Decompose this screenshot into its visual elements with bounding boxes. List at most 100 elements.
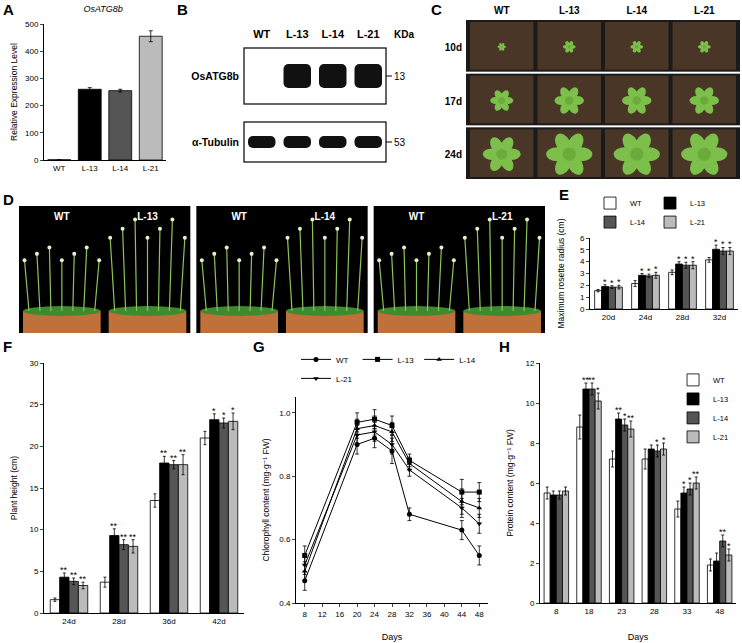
svg-text:28d: 28d <box>676 313 689 322</box>
svg-text:**: ** <box>60 565 68 575</box>
svg-text:*: * <box>688 475 692 485</box>
svg-text:30: 30 <box>29 359 38 368</box>
svg-text:1: 1 <box>580 293 585 302</box>
svg-text:KDa: KDa <box>394 29 414 40</box>
svg-text:2: 2 <box>530 559 535 568</box>
svg-text:10d: 10d <box>445 42 462 53</box>
svg-text:WT: WT <box>53 164 66 173</box>
svg-text:36: 36 <box>422 610 431 619</box>
svg-text:2: 2 <box>580 281 585 290</box>
svg-text:32d: 32d <box>713 313 726 322</box>
svg-text:200: 200 <box>25 101 39 110</box>
svg-text:0: 0 <box>34 609 39 618</box>
svg-text:L-21: L-21 <box>357 28 380 40</box>
svg-text:20: 20 <box>29 442 38 451</box>
svg-text:23: 23 <box>617 607 626 616</box>
svg-text:**: ** <box>179 447 187 457</box>
svg-text:**: ** <box>627 413 635 423</box>
svg-text:**: ** <box>582 375 590 385</box>
svg-text:WT: WT <box>54 211 70 222</box>
svg-text:12: 12 <box>318 610 327 619</box>
svg-text:5: 5 <box>580 246 585 255</box>
svg-text:25: 25 <box>29 400 38 409</box>
svg-text:*: * <box>617 277 621 287</box>
svg-text:100: 100 <box>25 129 39 138</box>
svg-text:**: ** <box>719 527 727 537</box>
svg-text:L-14: L-14 <box>321 28 345 40</box>
svg-text:28d: 28d <box>112 617 125 626</box>
svg-text:5: 5 <box>34 567 39 576</box>
svg-text:*: * <box>647 266 651 276</box>
svg-text:400: 400 <box>25 47 39 56</box>
svg-text:42d: 42d <box>212 617 225 626</box>
svg-text:L-13: L-13 <box>690 199 705 208</box>
svg-text:36d: 36d <box>162 617 175 626</box>
svg-text:L-14: L-14 <box>713 414 728 423</box>
svg-text:*: * <box>623 411 627 421</box>
svg-text:10: 10 <box>525 399 534 408</box>
svg-text:α-Tubulin: α-Tubulin <box>192 136 239 148</box>
svg-text:*: * <box>610 278 614 288</box>
svg-text:**: ** <box>70 570 78 580</box>
svg-text:L-13: L-13 <box>559 5 580 16</box>
svg-text:Days: Days <box>382 632 403 642</box>
svg-text:8: 8 <box>554 607 559 616</box>
svg-text:20: 20 <box>353 610 362 619</box>
svg-text:*: * <box>231 405 235 415</box>
svg-text:L-14: L-14 <box>630 218 645 227</box>
svg-text:WT: WT <box>253 28 270 40</box>
svg-text:6: 6 <box>580 234 585 243</box>
svg-text:32: 32 <box>405 610 414 619</box>
svg-text:*: * <box>603 277 607 287</box>
svg-text:*: * <box>714 237 718 247</box>
svg-text:24: 24 <box>370 610 379 619</box>
svg-text:40: 40 <box>440 610 449 619</box>
svg-text:0.6: 0.6 <box>279 535 291 544</box>
svg-text:6: 6 <box>530 479 535 488</box>
svg-text:L-13: L-13 <box>82 164 99 173</box>
svg-text:Protein content (mg·g⁻¹ FW): Protein content (mg·g⁻¹ FW) <box>505 429 515 537</box>
svg-text:15: 15 <box>29 484 38 493</box>
svg-text:**: ** <box>120 532 128 542</box>
svg-text:53: 53 <box>394 137 406 148</box>
svg-text:**: ** <box>79 574 87 584</box>
svg-text:*: * <box>677 254 681 264</box>
svg-text:13: 13 <box>394 71 406 82</box>
svg-text:Plant height (cm): Plant height (cm) <box>9 456 19 520</box>
svg-text:24d: 24d <box>62 617 75 626</box>
svg-text:*: * <box>728 239 732 249</box>
svg-text:L-14: L-14 <box>112 164 129 173</box>
svg-text:0: 0 <box>580 305 585 314</box>
svg-text:Days: Days <box>628 632 649 642</box>
svg-text:0: 0 <box>530 599 535 608</box>
svg-text:48: 48 <box>475 610 484 619</box>
svg-text:L-21: L-21 <box>336 375 353 384</box>
svg-text:OsATG8b: OsATG8b <box>191 70 239 82</box>
svg-text:L-14: L-14 <box>315 211 336 222</box>
svg-text:WT: WT <box>713 376 725 385</box>
svg-text:20d: 20d <box>602 313 615 322</box>
svg-text:**: ** <box>160 448 168 458</box>
svg-text:*: * <box>596 385 600 395</box>
svg-text:WT: WT <box>409 211 425 222</box>
svg-text:28: 28 <box>388 610 397 619</box>
svg-text:WT: WT <box>630 199 642 208</box>
svg-text:3: 3 <box>580 269 585 278</box>
svg-text:*: * <box>682 479 686 489</box>
svg-text:24d: 24d <box>445 149 462 160</box>
svg-text:*: * <box>222 410 226 420</box>
svg-text:*: * <box>721 239 725 249</box>
svg-text:**: ** <box>110 521 118 531</box>
svg-text:33: 33 <box>683 607 692 616</box>
svg-text:18: 18 <box>585 607 594 616</box>
svg-text:L-21: L-21 <box>690 218 705 227</box>
svg-text:48: 48 <box>715 607 724 616</box>
svg-text:44: 44 <box>457 610 466 619</box>
svg-text:Chlorophyll content (mg·g⁻¹ FW: Chlorophyll content (mg·g⁻¹ FW) <box>261 438 271 561</box>
svg-text:16: 16 <box>335 610 344 619</box>
svg-text:*: * <box>691 254 695 264</box>
svg-text:Maximum rosette radius (cm): Maximum rosette radius (cm) <box>556 218 566 328</box>
svg-text:Relative Expression Level: Relative Expression Level <box>9 43 19 141</box>
svg-text:L-21: L-21 <box>713 433 728 442</box>
svg-text:8: 8 <box>303 610 308 619</box>
